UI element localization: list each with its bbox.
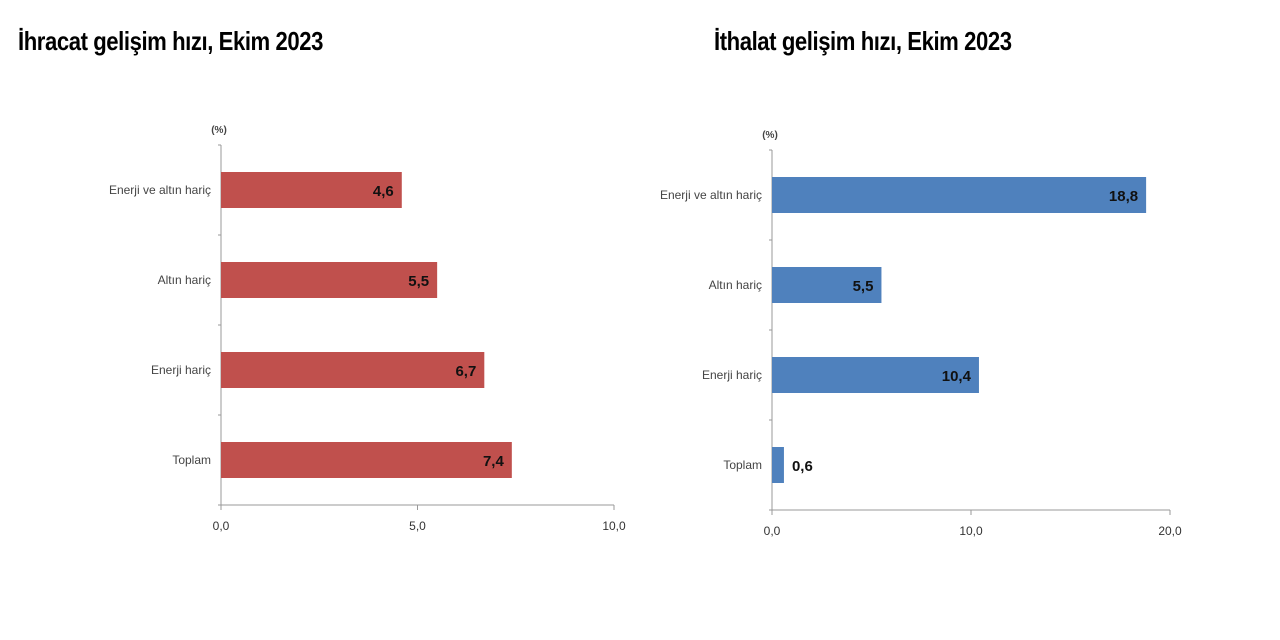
export-x-tick-label: 5,0 bbox=[409, 519, 426, 533]
import-x-tick-label: 20,0 bbox=[1158, 524, 1182, 538]
export-x-tick-label: 10,0 bbox=[602, 519, 626, 533]
import-bar bbox=[772, 267, 882, 303]
import-unit-label: (%) bbox=[762, 130, 778, 141]
export-x-tick-label: 0,0 bbox=[213, 519, 230, 533]
export-chart-title: İhracat gelişim hızı, Ekim 2023 bbox=[18, 26, 323, 56]
export-data-label: 7,4 bbox=[483, 453, 505, 470]
import-data-label: 5,5 bbox=[853, 278, 874, 295]
import-x-tick-label: 10,0 bbox=[959, 524, 983, 538]
import-category-label: Enerji hariç bbox=[702, 368, 762, 382]
import-category-label: Enerji ve altın hariç bbox=[660, 188, 762, 202]
import-data-label: 0,6 bbox=[792, 458, 813, 475]
import-category-label: Toplam bbox=[723, 458, 762, 472]
export-bar bbox=[221, 262, 438, 298]
import-x-tick-label: 0,0 bbox=[764, 524, 781, 538]
export-category-label: Altın hariç bbox=[158, 273, 211, 287]
import-chart-title: İthalat gelişim hızı, Ekim 2023 bbox=[714, 26, 1012, 56]
export-bar bbox=[221, 172, 402, 208]
import-bar bbox=[772, 357, 979, 393]
import-category-label: Altın hariç bbox=[709, 278, 762, 292]
import-bar bbox=[772, 447, 784, 483]
export-data-label: 4,6 bbox=[373, 183, 394, 200]
export-data-label: 6,7 bbox=[455, 363, 476, 380]
export-category-label: Toplam bbox=[172, 453, 211, 467]
import-bar bbox=[772, 177, 1147, 213]
export-bar bbox=[221, 442, 512, 478]
import-data-label: 10,4 bbox=[942, 368, 972, 385]
export-category-label: Enerji hariç bbox=[151, 363, 211, 377]
export-data-label: 5,5 bbox=[408, 273, 429, 290]
export-bar bbox=[221, 352, 485, 388]
import-data-label: 18,8 bbox=[1109, 188, 1138, 205]
export-unit-label: (%) bbox=[211, 125, 227, 136]
export-category-label: Enerji ve altın hariç bbox=[109, 183, 211, 197]
